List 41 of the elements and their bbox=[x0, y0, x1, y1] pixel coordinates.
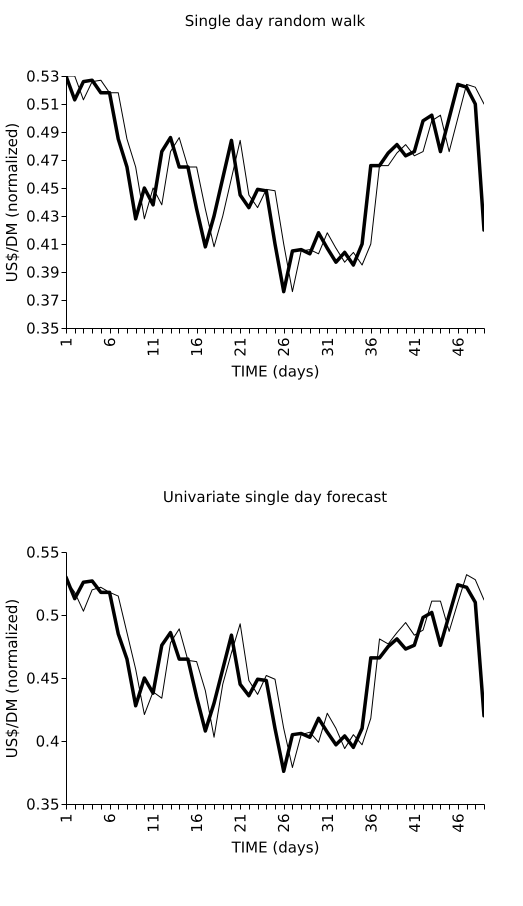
x-tick-label: 16 bbox=[188, 338, 206, 357]
y-tick-label: 0.53 bbox=[26, 68, 60, 86]
x-tick-label: 46 bbox=[449, 338, 468, 357]
y-tick-label: 0.5 bbox=[36, 606, 60, 624]
x-tick-label: 46 bbox=[449, 814, 468, 833]
x-axis-title: TIME (days) bbox=[230, 838, 320, 857]
y-axis-title: US$/DM (normalized) bbox=[3, 598, 22, 758]
y-tick-label: 0.43 bbox=[26, 208, 60, 226]
x-tick-label: 16 bbox=[188, 814, 206, 833]
x-tick-label: 36 bbox=[362, 814, 380, 833]
y-tick-label: 0.49 bbox=[26, 124, 60, 142]
x-tick-label: 1 bbox=[58, 338, 76, 348]
chart-title: Univariate single day forecast bbox=[162, 488, 388, 506]
x-tick-label: 21 bbox=[232, 338, 250, 357]
y-axis-title: US$/DM (normalized) bbox=[3, 122, 22, 282]
x-tick-label: 41 bbox=[406, 814, 424, 833]
x-axis-title: TIME (days) bbox=[230, 362, 320, 381]
x-tick-label: 36 bbox=[362, 338, 380, 357]
y-tick-label: 0.4 bbox=[36, 732, 60, 750]
x-tick-label: 41 bbox=[406, 338, 424, 357]
y-tick-label: 0.45 bbox=[26, 180, 60, 198]
y-tick-label: 0.51 bbox=[26, 96, 60, 114]
x-tick-label: 1 bbox=[58, 814, 76, 824]
y-tick-label: 0.35 bbox=[26, 320, 60, 338]
x-tick-label: 31 bbox=[318, 338, 337, 357]
chart-title: Single day random walk bbox=[184, 12, 366, 30]
x-tick-label: 6 bbox=[101, 814, 120, 824]
x-tick-label: 26 bbox=[275, 338, 294, 357]
y-tick-label: 0.55 bbox=[26, 544, 60, 562]
y-tick-label: 0.47 bbox=[26, 152, 60, 170]
y-tick-label: 0.45 bbox=[26, 670, 60, 688]
x-tick-label: 26 bbox=[275, 814, 294, 833]
y-tick-label: 0.35 bbox=[26, 796, 60, 814]
x-tick-label: 11 bbox=[144, 814, 163, 833]
x-tick-label: 21 bbox=[232, 814, 250, 833]
x-tick-label: 31 bbox=[318, 814, 337, 833]
y-tick-label: 0.41 bbox=[26, 236, 60, 254]
x-tick-label: 6 bbox=[101, 338, 120, 348]
y-tick-label: 0.39 bbox=[26, 264, 60, 282]
y-tick-label: 0.37 bbox=[26, 292, 60, 310]
x-tick-label: 11 bbox=[144, 338, 163, 357]
